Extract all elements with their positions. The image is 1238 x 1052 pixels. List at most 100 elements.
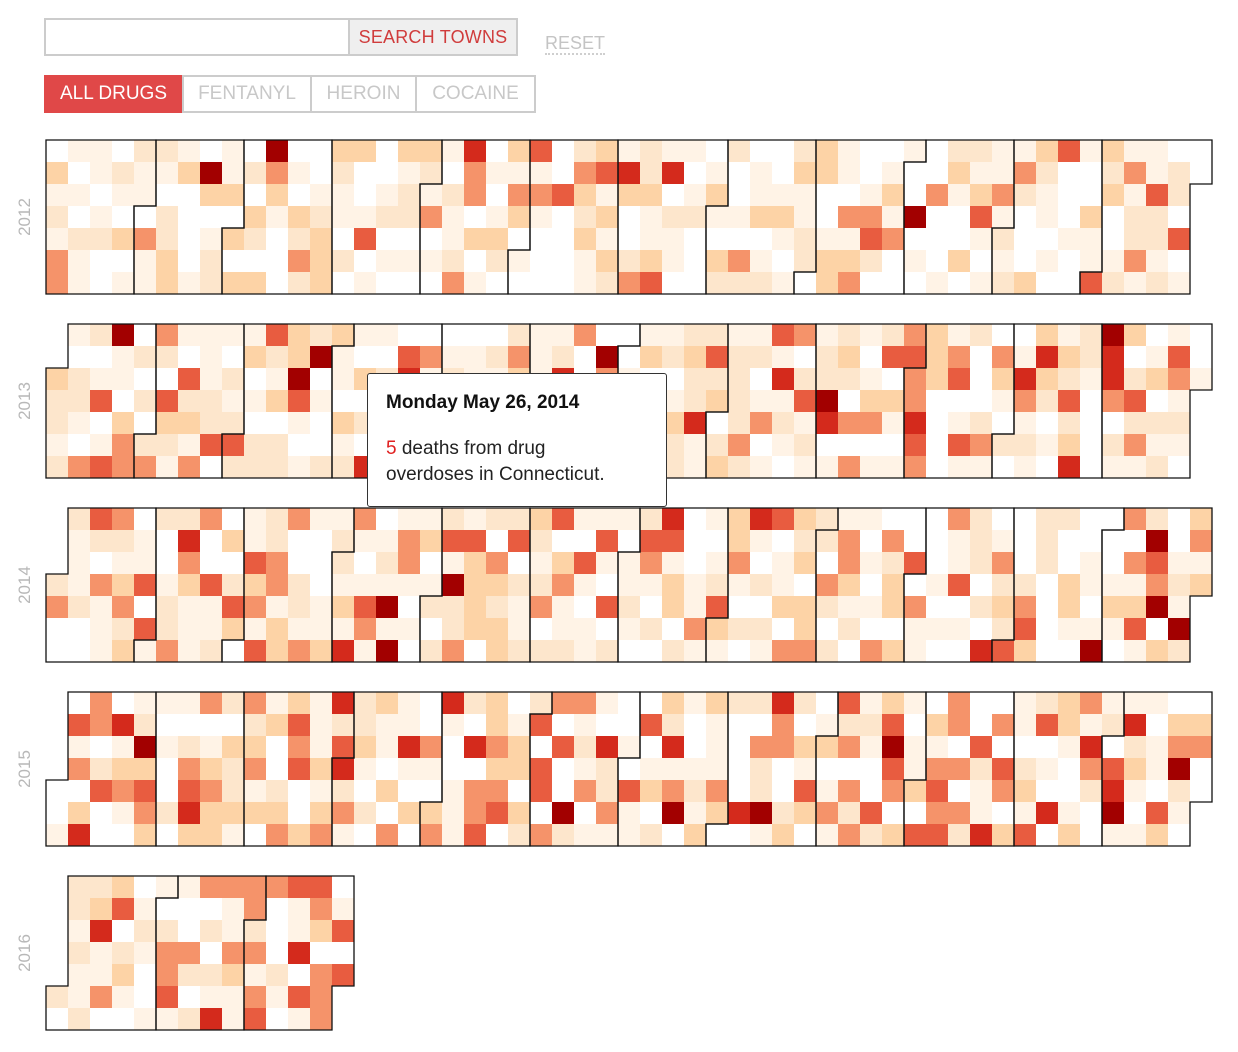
day-cell[interactable] [200, 618, 222, 640]
day-cell[interactable] [156, 758, 178, 780]
day-cell[interactable] [464, 162, 486, 184]
day-cell[interactable] [420, 640, 442, 662]
day-cell[interactable] [222, 552, 244, 574]
day-cell[interactable] [618, 824, 640, 846]
day-cell[interactable] [794, 456, 816, 478]
day-cell[interactable] [1168, 412, 1190, 434]
day-cell[interactable] [838, 390, 860, 412]
day-cell[interactable] [354, 714, 376, 736]
day-cell[interactable] [200, 140, 222, 162]
day-cell[interactable] [266, 618, 288, 640]
day-cell[interactable] [1014, 596, 1036, 618]
day-cell[interactable] [552, 184, 574, 206]
day-cell[interactable] [178, 640, 200, 662]
day-cell[interactable] [992, 346, 1014, 368]
day-cell[interactable] [200, 736, 222, 758]
day-cell[interactable] [552, 552, 574, 574]
day-cell[interactable] [200, 898, 222, 920]
day-cell[interactable] [1058, 162, 1080, 184]
day-cell[interactable] [860, 692, 882, 714]
day-cell[interactable] [1014, 140, 1036, 162]
day-cell[interactable] [948, 530, 970, 552]
day-cell[interactable] [1190, 162, 1212, 184]
day-cell[interactable] [376, 530, 398, 552]
day-cell[interactable] [222, 714, 244, 736]
day-cell[interactable] [904, 714, 926, 736]
day-cell[interactable] [1102, 346, 1124, 368]
day-cell[interactable] [442, 140, 464, 162]
day-cell[interactable] [68, 184, 90, 206]
day-cell[interactable] [552, 780, 574, 802]
day-cell[interactable] [640, 714, 662, 736]
day-cell[interactable] [90, 942, 112, 964]
day-cell[interactable] [332, 898, 354, 920]
day-cell[interactable] [1168, 456, 1190, 478]
day-cell[interactable] [200, 574, 222, 596]
day-cell[interactable] [1124, 574, 1146, 596]
day-cell[interactable] [68, 920, 90, 942]
day-cell[interactable] [508, 206, 530, 228]
day-cell[interactable] [970, 824, 992, 846]
day-cell[interactable] [662, 434, 684, 456]
day-cell[interactable] [90, 736, 112, 758]
day-cell[interactable] [398, 508, 420, 530]
day-cell[interactable] [178, 824, 200, 846]
day-cell[interactable] [46, 228, 68, 250]
day-cell[interactable] [574, 574, 596, 596]
day-cell[interactable] [420, 140, 442, 162]
filter-all-drugs-button[interactable]: ALL DRUGS [44, 75, 183, 113]
day-cell[interactable] [904, 692, 926, 714]
day-cell[interactable] [68, 530, 90, 552]
day-cell[interactable] [596, 824, 618, 846]
day-cell[interactable] [420, 758, 442, 780]
day-cell[interactable] [376, 596, 398, 618]
day-cell[interactable] [1168, 596, 1190, 618]
day-cell[interactable] [882, 692, 904, 714]
day-cell[interactable] [112, 412, 134, 434]
day-cell[interactable] [1014, 736, 1036, 758]
day-cell[interactable] [1124, 530, 1146, 552]
day-cell[interactable] [684, 640, 706, 662]
day-cell[interactable] [508, 140, 530, 162]
day-cell[interactable] [970, 390, 992, 412]
day-cell[interactable] [596, 802, 618, 824]
day-cell[interactable] [706, 530, 728, 552]
day-cell[interactable] [288, 184, 310, 206]
day-cell[interactable] [882, 640, 904, 662]
day-cell[interactable] [156, 898, 178, 920]
day-cell[interactable] [1014, 758, 1036, 780]
day-cell[interactable] [1036, 802, 1058, 824]
day-cell[interactable] [574, 736, 596, 758]
day-cell[interactable] [1102, 368, 1124, 390]
day-cell[interactable] [354, 802, 376, 824]
day-cell[interactable] [882, 184, 904, 206]
day-cell[interactable] [596, 206, 618, 228]
day-cell[interactable] [1168, 530, 1190, 552]
day-cell[interactable] [1080, 368, 1102, 390]
day-cell[interactable] [838, 140, 860, 162]
day-cell[interactable] [1124, 368, 1146, 390]
day-cell[interactable] [1014, 574, 1036, 596]
day-cell[interactable] [706, 714, 728, 736]
day-cell[interactable] [596, 184, 618, 206]
day-cell[interactable] [838, 640, 860, 662]
day-cell[interactable] [618, 250, 640, 272]
day-cell[interactable] [1168, 228, 1190, 250]
day-cell[interactable] [882, 508, 904, 530]
day-cell[interactable] [90, 390, 112, 412]
day-cell[interactable] [310, 1008, 332, 1030]
day-cell[interactable] [926, 206, 948, 228]
day-cell[interactable] [1014, 824, 1036, 846]
day-cell[interactable] [992, 140, 1014, 162]
day-cell[interactable] [970, 346, 992, 368]
day-cell[interactable] [728, 552, 750, 574]
day-cell[interactable] [772, 228, 794, 250]
day-cell[interactable] [310, 618, 332, 640]
day-cell[interactable] [816, 346, 838, 368]
day-cell[interactable] [332, 184, 354, 206]
day-cell[interactable] [728, 714, 750, 736]
day-cell[interactable] [970, 456, 992, 478]
day-cell[interactable] [530, 802, 552, 824]
day-cell[interactable] [662, 802, 684, 824]
day-cell[interactable] [200, 692, 222, 714]
